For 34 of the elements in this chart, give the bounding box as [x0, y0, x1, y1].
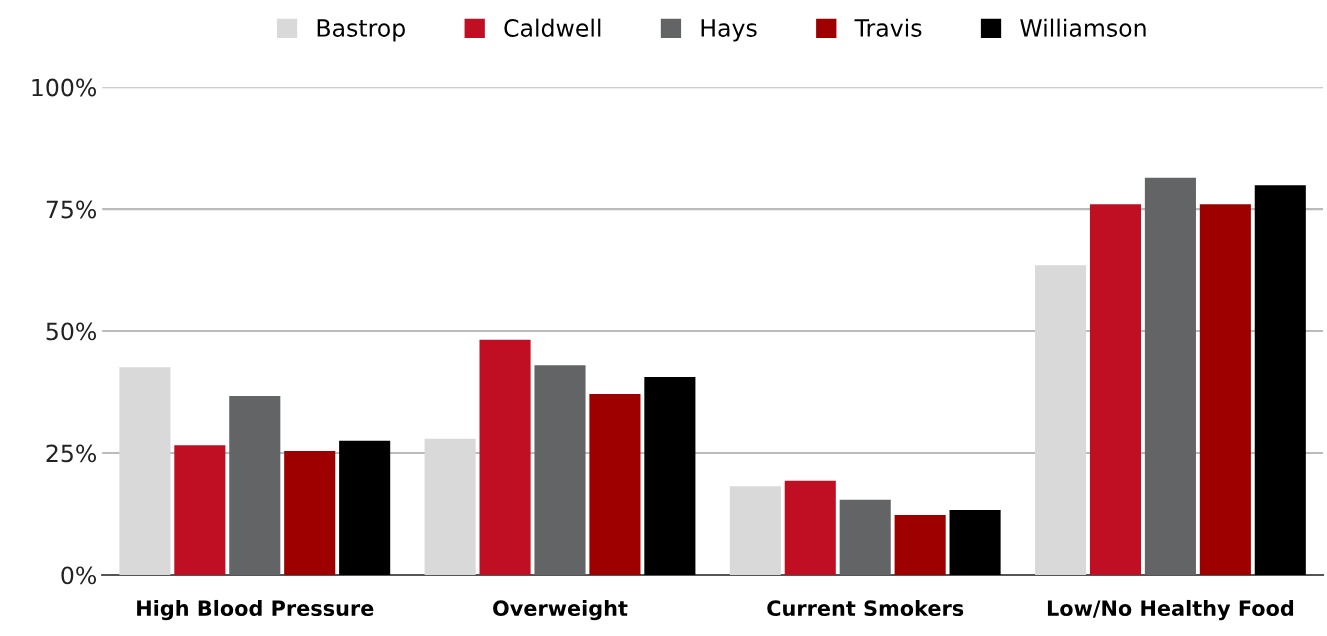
x-tick-label: Overweight [493, 599, 628, 621]
bar [1254, 185, 1306, 575]
y-tick-label: 50% [46, 322, 97, 341]
legend-label: Travis [854, 18, 922, 37]
y-tick-label: 100% [32, 78, 97, 97]
bar [589, 393, 641, 575]
bar [894, 514, 946, 575]
bar [339, 440, 391, 575]
x-tick-label: Low/No Healthy Food [1047, 599, 1294, 621]
bar [1199, 204, 1251, 575]
bar [479, 339, 531, 575]
bar [424, 438, 476, 575]
bar [284, 451, 336, 575]
legend-label: Hays [701, 19, 757, 42]
bar [229, 395, 281, 575]
bar [174, 445, 226, 575]
bar [1144, 177, 1196, 575]
bar [784, 480, 836, 575]
legend-label: Caldwell [504, 18, 601, 37]
bar [119, 367, 171, 575]
bar [949, 510, 1001, 575]
y-tick-label: 75% [46, 200, 97, 219]
y-tick-label: 25% [46, 444, 97, 463]
legend-label: Williamson [1020, 18, 1146, 37]
bar [729, 486, 781, 575]
x-tick-label: Current Smokers [767, 599, 964, 617]
x-tick-label: High Blood Pressure [137, 599, 374, 621]
bar [839, 499, 891, 575]
legend-label: Bastrop [317, 19, 405, 42]
y-tick-label: 0% [61, 566, 97, 585]
bar [644, 376, 696, 575]
bar [534, 365, 586, 575]
bar [1089, 204, 1142, 575]
bar [1034, 265, 1087, 575]
